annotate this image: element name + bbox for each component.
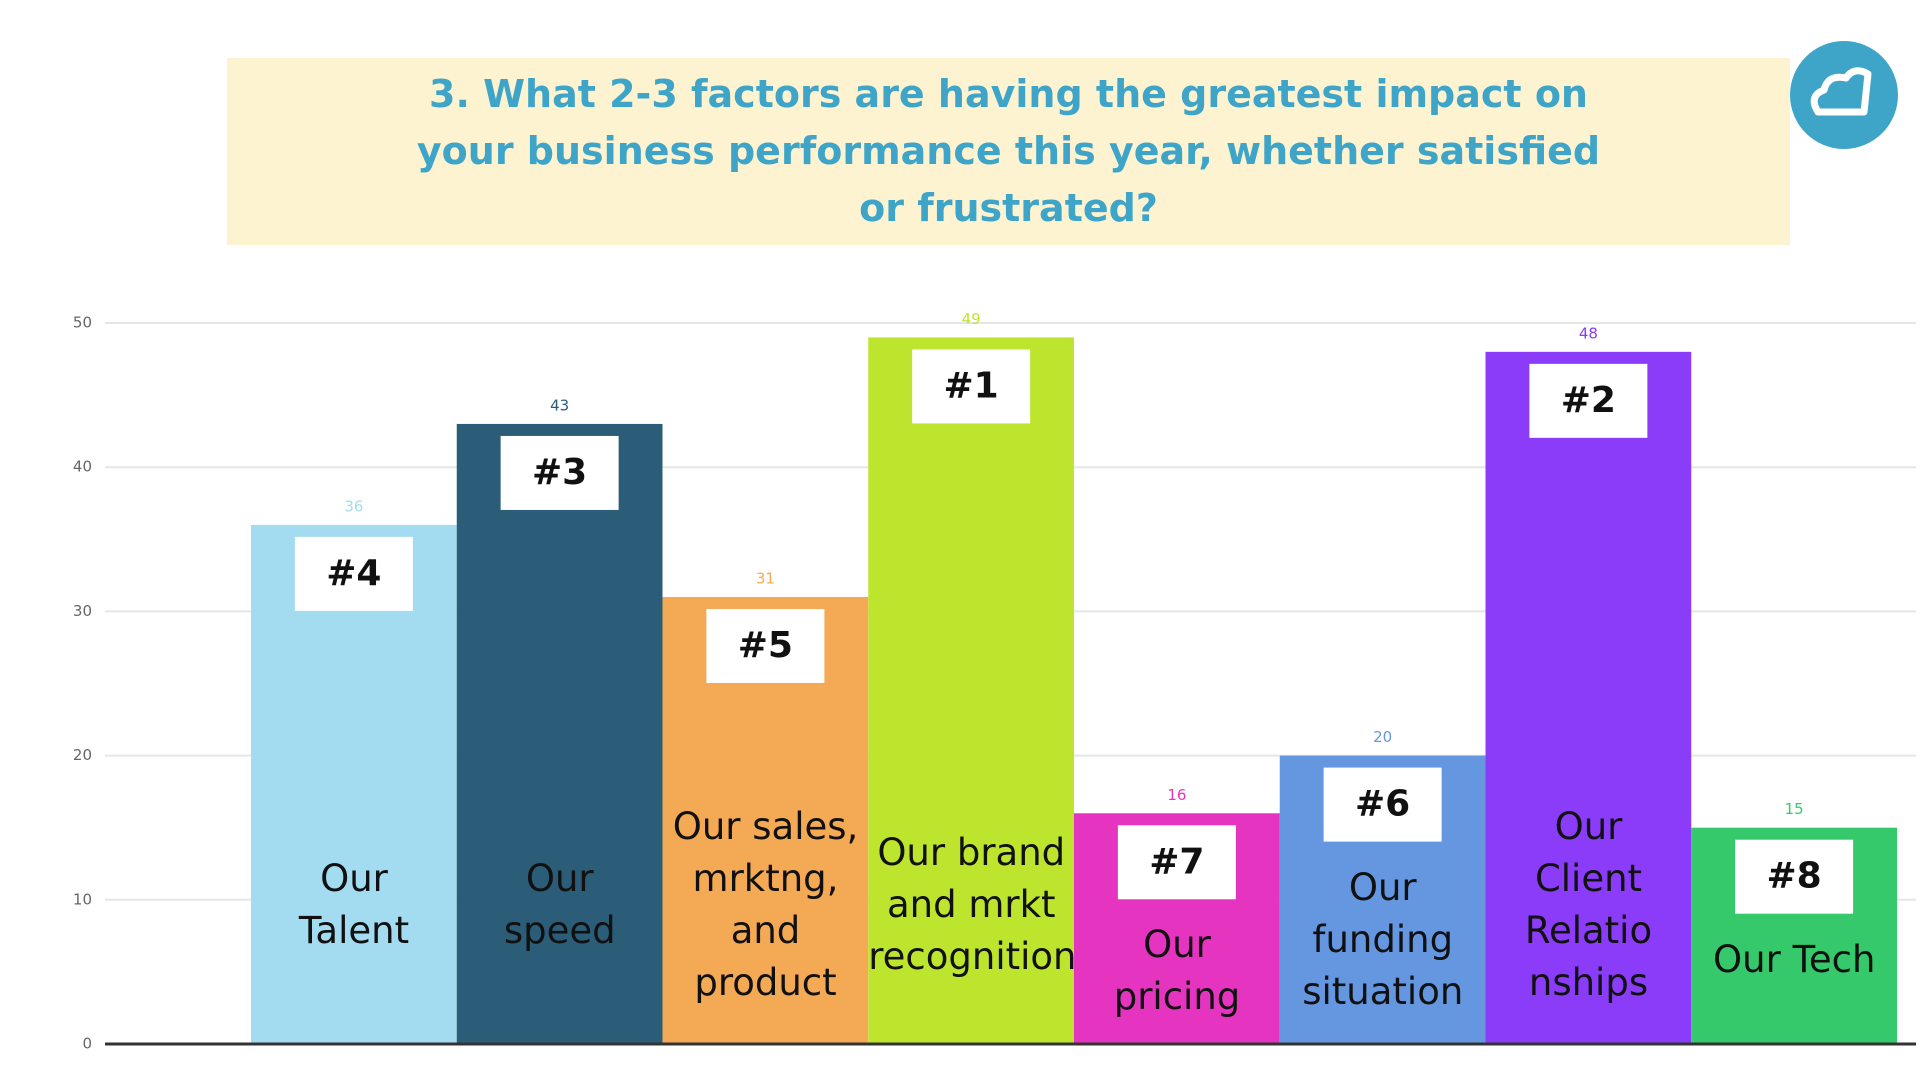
category-label: Our speed — [503, 857, 616, 952]
bar — [1485, 351, 1692, 1045]
y-tick-label: 30 — [73, 602, 92, 620]
value-label: 48 — [1579, 324, 1598, 342]
rank-box — [294, 536, 413, 611]
category-label: Our Client Relatio nships — [1524, 805, 1653, 1004]
category-label: Our pricing — [1113, 923, 1241, 1019]
category-label: Our funding situation — [1302, 865, 1464, 1013]
value-label: 43 — [550, 396, 569, 414]
value-label: 49 — [962, 310, 981, 328]
y-tick-label: 40 — [73, 458, 92, 476]
value-label: 36 — [344, 497, 363, 515]
rank-label: #5 — [738, 625, 793, 666]
y-tick-label: 10 — [73, 890, 92, 908]
rank-box — [912, 349, 1031, 424]
rank-box — [1117, 825, 1236, 900]
rank-label: #3 — [532, 452, 587, 493]
value-label: 31 — [756, 569, 775, 587]
y-tick-label: 20 — [73, 746, 92, 764]
category-label: Our Tech — [1713, 937, 1876, 981]
rank-label: #8 — [1767, 856, 1822, 897]
rank-label: #7 — [1149, 841, 1204, 882]
logo — [1790, 41, 1898, 149]
bar — [251, 524, 457, 1044]
value-label: 15 — [1785, 800, 1804, 818]
rank-label: #2 — [1561, 380, 1616, 421]
rank-box — [500, 435, 619, 510]
rank-box — [1735, 839, 1854, 914]
rank-label: #6 — [1355, 784, 1410, 825]
bar — [456, 423, 663, 1044]
rank-label: #4 — [326, 553, 381, 594]
rank-box — [1323, 767, 1442, 842]
y-tick-label: 50 — [73, 314, 92, 332]
rank-box — [706, 608, 825, 683]
category-label: Our sales, mrktng, and product — [672, 805, 859, 1004]
bar — [868, 337, 1074, 1044]
y-tick-label: 0 — [82, 1035, 92, 1053]
rank-label: #1 — [944, 365, 999, 406]
chart-title: 3. What 2-3 factors are having the great… — [227, 58, 1790, 245]
rank-box — [1529, 363, 1648, 438]
value-label: 20 — [1373, 728, 1392, 746]
category-label: Our brand and mrkt recognition — [868, 831, 1077, 978]
category-label: Our Talent — [298, 857, 410, 952]
value-label: 16 — [1167, 786, 1186, 804]
